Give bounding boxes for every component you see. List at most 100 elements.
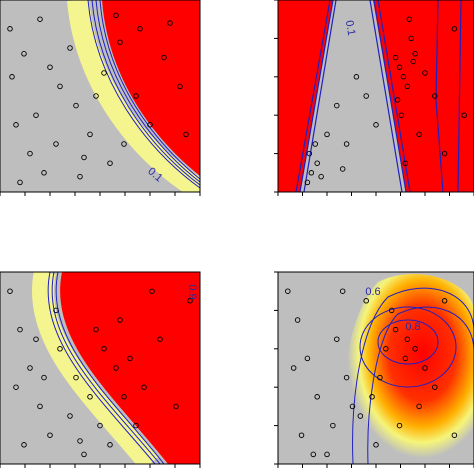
point	[432, 384, 438, 390]
point	[310, 451, 317, 458]
point	[400, 74, 407, 80]
point	[416, 403, 422, 410]
point	[432, 93, 438, 99]
point	[107, 442, 113, 448]
point	[47, 432, 53, 438]
point	[402, 160, 409, 166]
point	[47, 64, 53, 70]
contour-label: 0.1	[343, 19, 357, 36]
point	[101, 346, 107, 352]
point	[147, 122, 153, 128]
contour-label: 0.8	[405, 321, 420, 333]
contour-label: 0.9	[186, 284, 198, 299]
point	[21, 51, 27, 57]
point	[177, 83, 183, 90]
point	[27, 150, 33, 157]
point	[377, 374, 383, 381]
point	[107, 160, 113, 166]
plot-frame	[0, 0, 201, 193]
point	[392, 54, 399, 61]
point	[113, 365, 119, 371]
point	[412, 346, 418, 352]
point	[167, 20, 173, 26]
point	[308, 170, 315, 176]
point	[187, 298, 193, 304]
point	[334, 102, 340, 109]
point	[330, 422, 336, 429]
point	[392, 326, 399, 333]
point	[422, 70, 428, 76]
point	[81, 451, 87, 458]
point	[304, 355, 311, 362]
point	[290, 365, 297, 371]
point	[93, 326, 99, 333]
point	[394, 97, 401, 103]
point	[53, 307, 59, 314]
point	[17, 179, 23, 186]
contour-label: 0.6	[365, 286, 380, 298]
point	[339, 166, 346, 172]
plot-frame	[277, 271, 474, 465]
point	[41, 374, 47, 381]
point	[285, 288, 291, 294]
point	[416, 131, 422, 138]
point	[33, 112, 39, 118]
point	[412, 51, 418, 57]
panel-bg	[278, 272, 474, 464]
point	[402, 355, 409, 362]
point	[334, 336, 340, 342]
point	[149, 288, 155, 294]
point	[357, 413, 364, 419]
point	[77, 438, 83, 444]
point	[101, 70, 107, 76]
point	[343, 141, 350, 147]
point	[408, 35, 415, 42]
point	[324, 451, 330, 458]
point	[451, 26, 458, 32]
point	[294, 317, 301, 323]
point	[461, 112, 467, 118]
point	[161, 54, 167, 61]
point	[451, 432, 458, 438]
point	[81, 154, 87, 161]
point	[314, 394, 320, 400]
point	[27, 365, 33, 371]
panel-bg	[278, 0, 474, 192]
point	[33, 336, 39, 342]
point	[324, 131, 330, 138]
point	[53, 141, 59, 147]
point	[57, 83, 63, 90]
point	[37, 16, 43, 22]
point	[13, 384, 19, 390]
point	[113, 12, 119, 19]
point	[93, 93, 99, 99]
point	[17, 326, 23, 333]
point	[388, 307, 395, 314]
point	[141, 384, 147, 390]
point	[41, 170, 47, 176]
point	[21, 442, 27, 448]
point	[127, 355, 133, 362]
point	[339, 288, 346, 294]
panel-bg	[0, 0, 200, 192]
point	[369, 394, 375, 400]
point	[396, 422, 403, 429]
plot-frame	[277, 0, 474, 193]
point	[73, 102, 79, 109]
point	[298, 432, 305, 438]
point	[67, 45, 73, 51]
point	[383, 346, 389, 352]
point	[373, 442, 379, 448]
point	[137, 26, 143, 32]
point	[343, 374, 350, 381]
point	[373, 122, 379, 128]
point	[183, 131, 189, 138]
point	[396, 64, 403, 70]
point	[97, 422, 103, 429]
point	[57, 346, 63, 352]
point	[117, 39, 123, 45]
point	[87, 394, 93, 400]
panel-bg	[0, 272, 200, 464]
point	[363, 93, 369, 99]
